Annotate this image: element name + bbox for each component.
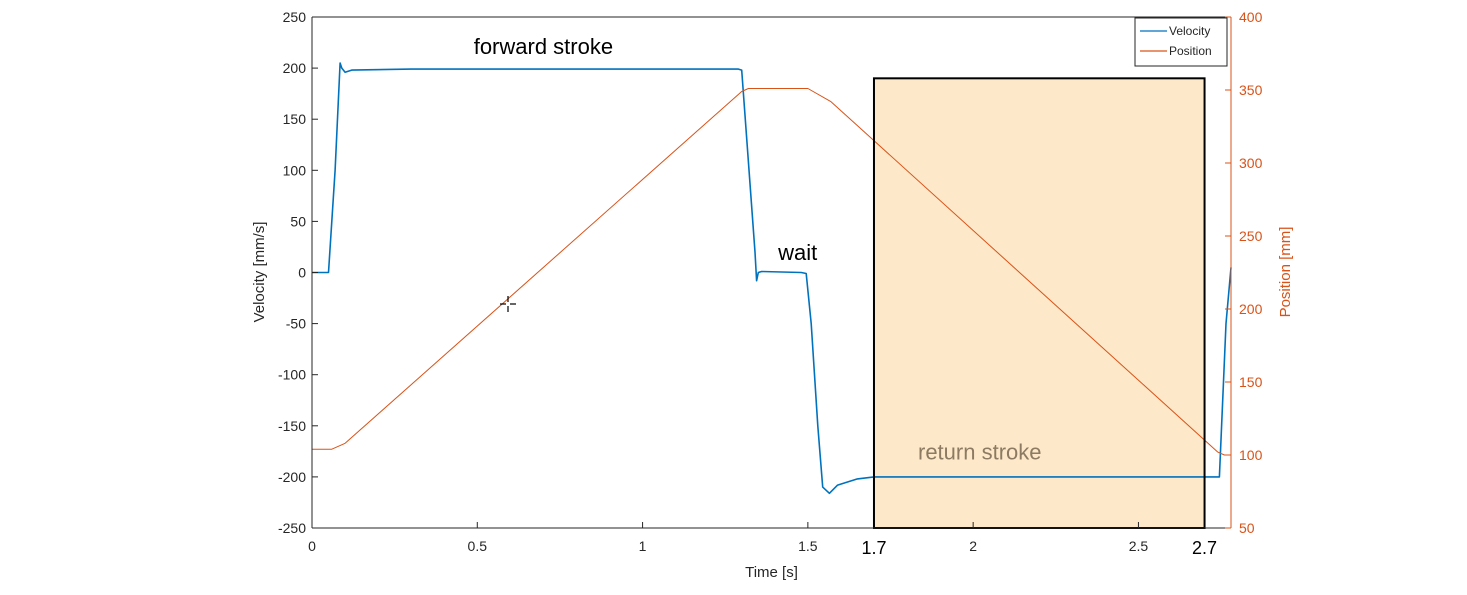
left-tick-label: 50: [290, 213, 306, 229]
right-tick-label: 400: [1239, 9, 1263, 25]
right-tick-label: 100: [1239, 447, 1263, 463]
right-y-axis: 50 100 150 200 250 300 350 400 Position [mm]: [1225, 9, 1294, 536]
highlight-marker-label: 2.7: [1192, 538, 1217, 558]
x-tick-label: 1: [639, 538, 647, 554]
left-tick-label: -50: [286, 316, 306, 332]
annotation-label: return stroke: [918, 440, 1042, 465]
right-tick-label: 200: [1239, 301, 1263, 317]
right-tick-label: 300: [1239, 155, 1263, 171]
x-tick-label: 2: [969, 538, 977, 554]
series-line-velocity: [312, 62, 1232, 495]
legend: Velocity Position: [1134, 17, 1228, 67]
x-tick-label: 0.5: [468, 538, 488, 554]
left-tick-label: 100: [283, 162, 307, 178]
x-tick-label: 2.5: [1129, 538, 1149, 554]
x-axis: 0 0.5 1 1.5 2 2.5 Time [s] 1.7 2.7: [308, 522, 1217, 581]
highlight-marker-label: 1.7: [861, 538, 886, 558]
highlight-region: [873, 78, 1205, 528]
left-y-axis: -250 -200 -150 -100 -50 0 50 100 150 200 250 Veloci…: [251, 9, 318, 536]
legend-label: Velocity: [1169, 24, 1210, 38]
right-tick-label: 350: [1239, 82, 1263, 98]
annotations: forward stroke wait return stroke: [474, 34, 1042, 465]
left-axis-label: Velocity [mm/s]: [251, 222, 268, 323]
right-axis-label: Position [mm]: [1277, 227, 1294, 318]
left-tick-label: 150: [283, 111, 307, 127]
annotation-label: wait: [777, 240, 817, 265]
right-tick-label: 50: [1239, 520, 1255, 536]
annotation-label: forward stroke: [474, 34, 613, 59]
x-axis-label: Time [s]: [745, 564, 798, 581]
x-tick-label: 0: [308, 538, 316, 554]
plot-area: [311, 16, 1232, 529]
left-tick-label: -100: [278, 367, 306, 383]
x-tick-label: 1.5: [798, 538, 818, 554]
crosshair-cursor-icon: [500, 296, 516, 312]
legend-box: [1134, 17, 1228, 67]
left-tick-label: 0: [298, 265, 306, 281]
left-tick-label: -200: [278, 469, 306, 485]
right-tick-label: 150: [1239, 374, 1263, 390]
right-tick-label: 250: [1239, 228, 1263, 244]
series-line-position: [312, 88, 1231, 456]
left-tick-label: 250: [283, 9, 307, 25]
left-tick-label: -150: [278, 418, 306, 434]
left-tick-label: -250: [278, 520, 306, 536]
legend-label: Position: [1169, 44, 1212, 58]
left-tick-label: 200: [283, 60, 307, 76]
